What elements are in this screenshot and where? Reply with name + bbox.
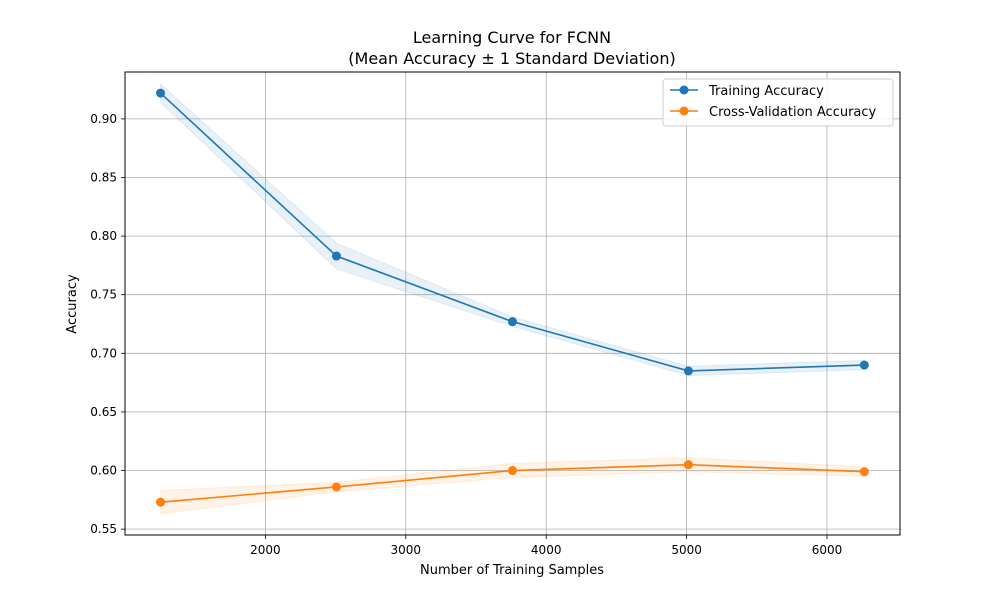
series-point-layer bbox=[156, 88, 869, 507]
chart-subtitle: (Mean Accuracy ± 1 Standard Deviation) bbox=[348, 49, 675, 68]
series-line-0 bbox=[159, 92, 865, 372]
data-point-series-1 bbox=[508, 466, 517, 476]
data-point-series-0 bbox=[683, 366, 693, 376]
tick-layer: 2000 3000 4000 5000 6000 0.55 0.60 0.65 0.70 0.75… bbox=[90, 112, 842, 557]
data-point-series-1 bbox=[331, 482, 341, 492]
y-tick-label: 0.80 bbox=[90, 229, 117, 243]
std-band-series-0 bbox=[160, 82, 865, 377]
data-point-series-1 bbox=[156, 497, 166, 507]
y-tick-label: 0.65 bbox=[90, 405, 117, 419]
series-line-layer bbox=[159, 92, 865, 503]
data-point-series-1 bbox=[683, 460, 693, 470]
y-tick-label: 0.85 bbox=[90, 170, 117, 184]
legend-marker-training bbox=[679, 85, 689, 95]
x-axis-label: Number of Training Samples bbox=[420, 563, 604, 578]
y-tick-label: 0.90 bbox=[90, 112, 117, 126]
legend-box bbox=[662, 78, 894, 127]
x-tick-label: 2000 bbox=[250, 543, 281, 557]
plot-frame bbox=[124, 71, 901, 536]
y-axis-label: Accuracy bbox=[65, 274, 80, 334]
y-tick-label: 0.60 bbox=[90, 464, 117, 478]
legend: Training Accuracy Cross-Validation Accur… bbox=[662, 78, 894, 127]
legend-label-training: Training Accuracy bbox=[708, 84, 824, 99]
data-point-series-0 bbox=[331, 251, 341, 261]
std-band-layer bbox=[160, 82, 865, 515]
y-tick-label: 0.70 bbox=[90, 346, 117, 360]
chart-title: Learning Curve for FCNN bbox=[413, 28, 611, 47]
data-point-series-0 bbox=[508, 317, 517, 327]
legend-marker-cross-validation bbox=[679, 106, 689, 116]
std-band-series-1 bbox=[160, 457, 865, 515]
x-tick-label: 5000 bbox=[671, 543, 702, 557]
data-point-series-0 bbox=[156, 88, 166, 98]
legend-label-cross-validation: Cross-Validation Accuracy bbox=[709, 105, 877, 120]
x-tick-label: 4000 bbox=[531, 543, 562, 557]
data-point-series-0 bbox=[859, 360, 869, 370]
y-tick-label: 0.55 bbox=[90, 522, 117, 536]
data-point-series-1 bbox=[859, 467, 869, 477]
x-tick-label: 6000 bbox=[812, 543, 843, 557]
y-tick-label: 0.75 bbox=[90, 288, 117, 302]
x-tick-label: 3000 bbox=[391, 543, 422, 557]
